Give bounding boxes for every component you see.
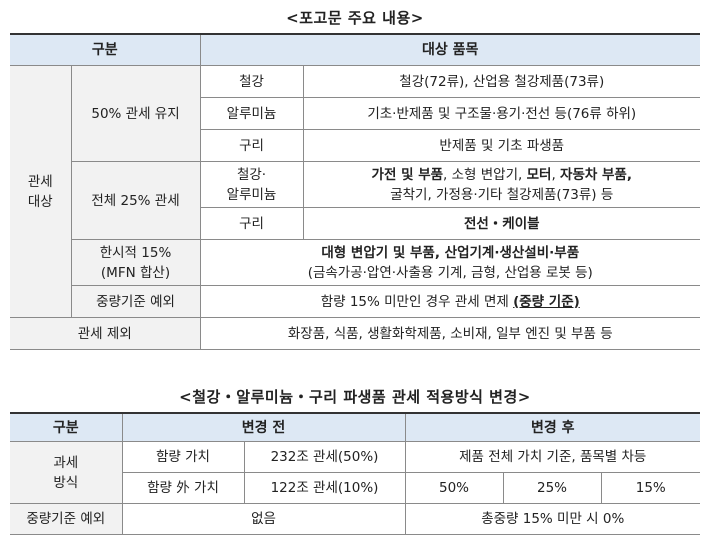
after-rate-50: 50% bbox=[404, 472, 504, 504]
after-whole-value: 제품 전체 가치 기준, 품목별 차등 bbox=[404, 441, 700, 473]
after-rate-25: 25% bbox=[502, 472, 602, 504]
whole25-steelalu-items: 가전 및 부품, 소형 변압기, 모터, 자동차 부품, 굴착기, 가정용·기타 … bbox=[302, 161, 700, 208]
table1-title: <포고문 주요 내용> bbox=[286, 9, 424, 27]
temp15-label: 한시적 15% (MFN 합산) bbox=[71, 239, 201, 286]
keep50-alu-sub: 알루미늄 bbox=[200, 97, 304, 130]
basis-content-value: 함량 가치 bbox=[121, 441, 245, 473]
temp15-items: 대형 변압기 및 부품, 산업기계·생산설비·부품 (금속가공·압연·사출용 기계… bbox=[199, 239, 700, 286]
t2-weight-after: 총중량 15% 미만 시 0% bbox=[404, 503, 700, 535]
keep50-steel-items: 철강(72류), 산업용 철강제품(73류) bbox=[302, 65, 700, 98]
weight-exception-label: 중량기준 예외 bbox=[71, 285, 201, 318]
weight-exception-text: 함량 15% 미만인 경우 관세 면제 (중량 기준) bbox=[199, 285, 700, 318]
tariff-target-label: 관세 대상 bbox=[10, 65, 72, 318]
tax-122: 122조 관세(10%) bbox=[243, 472, 406, 504]
header-category: 구분 bbox=[10, 33, 201, 66]
whole25-copper-sub: 구리 bbox=[200, 207, 304, 240]
keep50-label: 50% 관세 유지 bbox=[70, 65, 201, 162]
basis-non-content-value: 함량 外 가치 bbox=[122, 472, 245, 504]
t2-weight-before: 없음 bbox=[121, 503, 406, 535]
header-target-items: 대상 품목 bbox=[199, 33, 700, 66]
table2-title: <철강・알루미늄・구리 파생품 관세 적용방식 변경> bbox=[179, 388, 531, 406]
method-change-table: 구분 변경 전 변경 후 과세 방식 함량 가치 232조 관세(50%) 제품 … bbox=[10, 412, 700, 535]
main-contents-table: 구분 대상 품목 관세 대상 50% 관세 유지 철강 철강(72류), 산업용 … bbox=[10, 33, 700, 350]
excluded-label: 관세 제외 bbox=[10, 317, 201, 350]
tax-232: 232조 관세(50%) bbox=[243, 441, 406, 473]
keep50-copper-items: 반제품 및 기초 파생품 bbox=[302, 129, 700, 162]
keep50-alu-items: 기초·반제품 및 구조물·용기·전선 등(76류 하위) bbox=[302, 97, 700, 130]
whole25-copper-items: 전선・케이블 bbox=[302, 207, 700, 240]
t2-header-category: 구분 bbox=[10, 412, 123, 442]
whole25-steelalu-sub: 철강· 알루미늄 bbox=[199, 161, 304, 208]
t2-header-after: 변경 후 bbox=[404, 412, 700, 442]
taxation-method-label: 과세 방식 bbox=[10, 441, 123, 504]
after-rate-15: 15% bbox=[600, 472, 700, 504]
whole25-label: 전체 25% 관세 bbox=[71, 161, 201, 240]
keep50-steel-sub: 철강 bbox=[199, 65, 304, 98]
keep50-copper-sub: 구리 bbox=[200, 129, 304, 162]
t2-weight-exception-label: 중량기준 예외 bbox=[10, 503, 123, 535]
excluded-items: 화장품, 식품, 생활화학제품, 소비재, 일부 엔진 및 부품 등 bbox=[199, 317, 700, 350]
t2-header-before: 변경 전 bbox=[121, 412, 406, 442]
